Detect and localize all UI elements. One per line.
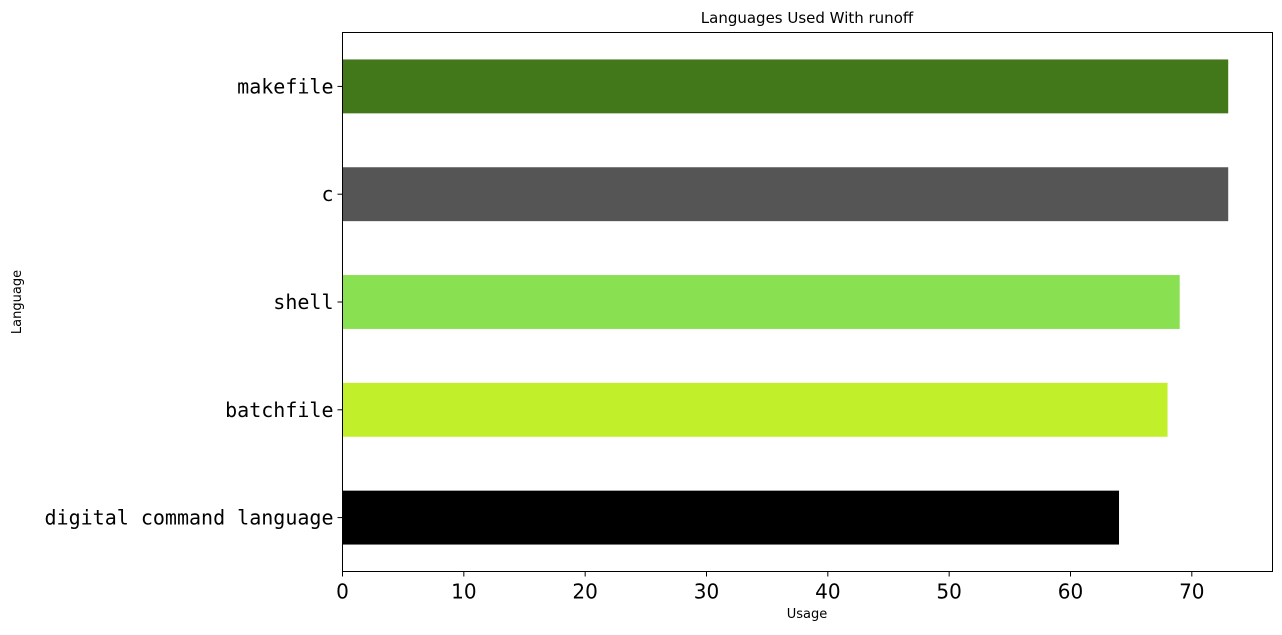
x-tick-label: 60 xyxy=(1058,580,1083,604)
y-tick-label: c xyxy=(321,182,333,206)
bar-shell xyxy=(342,275,1180,329)
x-tick-label: 20 xyxy=(572,580,597,604)
bar-c xyxy=(342,167,1229,222)
y-tick-label: batchfile xyxy=(225,398,333,422)
x-axis: 0 10 20 30 40 50 60 70 xyxy=(336,571,1205,604)
x-tick-label: 30 xyxy=(694,580,719,604)
bar-digital-command-language xyxy=(342,490,1120,545)
chart-title: Languages Used With runoff xyxy=(701,9,914,27)
bar-makefile xyxy=(342,59,1229,114)
x-tick-label: 40 xyxy=(815,580,840,604)
x-tick-label: 50 xyxy=(936,580,961,604)
bars-layer xyxy=(342,59,1229,545)
x-tick-label: 0 xyxy=(336,580,349,604)
x-axis-label: Usage xyxy=(787,607,828,622)
bar-batchfile xyxy=(342,382,1168,437)
y-tick-label: digital command language xyxy=(45,506,334,530)
x-tick-label: 10 xyxy=(451,580,476,604)
y-axis-label: Language xyxy=(10,270,25,334)
y-tick-label: makefile xyxy=(237,74,333,98)
x-tick-label: 70 xyxy=(1179,580,1204,604)
y-tick-label: shell xyxy=(273,290,333,314)
y-axis: digital command language batchfile shell c m… xyxy=(45,74,343,530)
